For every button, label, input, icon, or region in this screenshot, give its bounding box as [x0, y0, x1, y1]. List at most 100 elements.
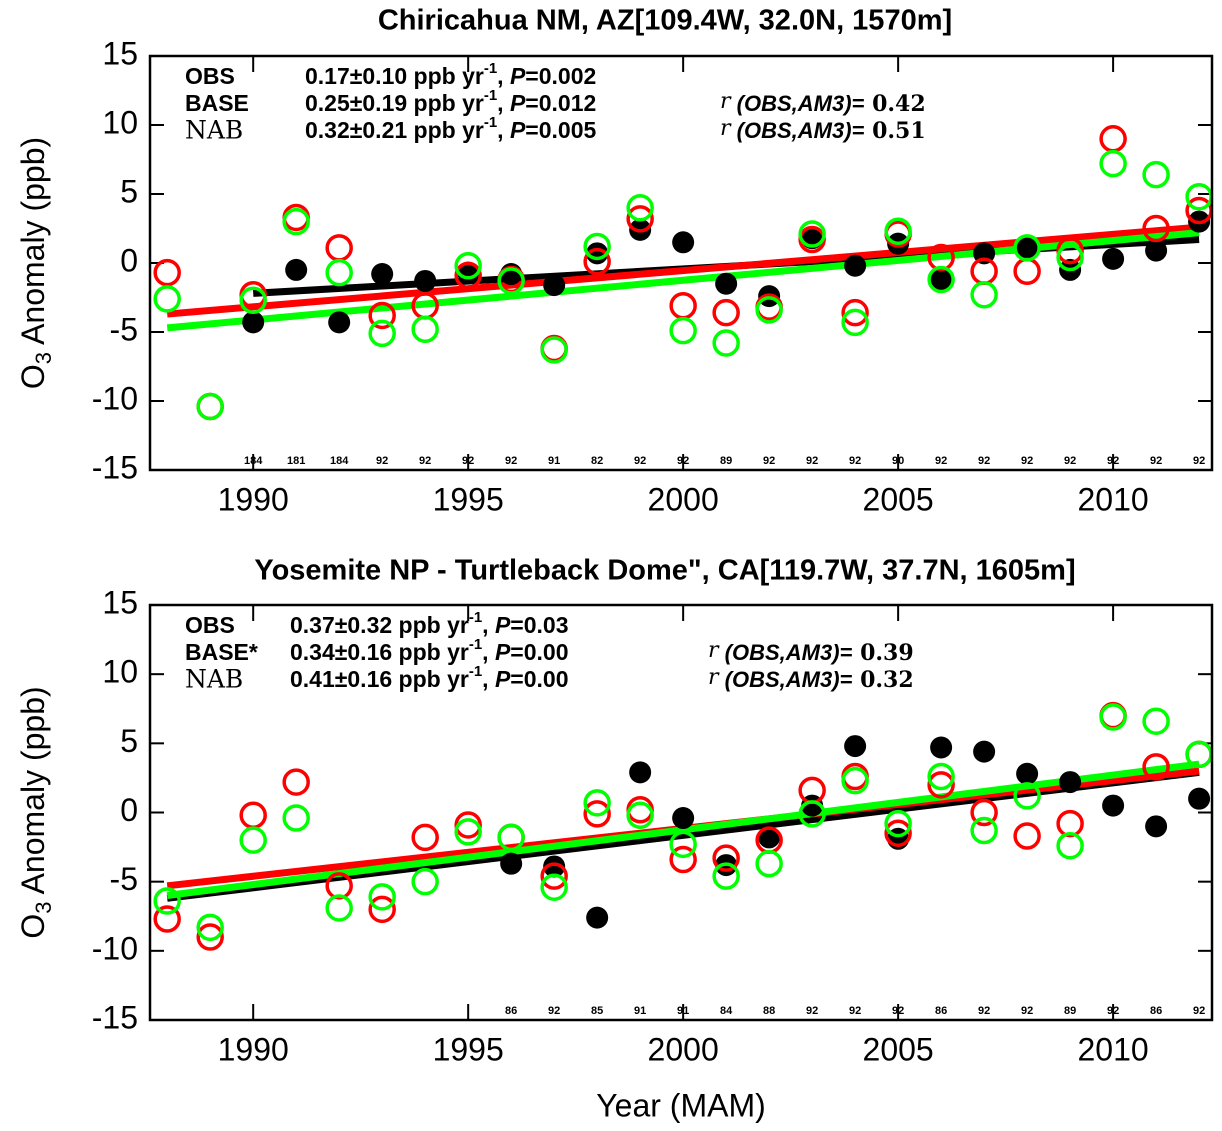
data-point: [242, 311, 265, 334]
data-point: [884, 809, 912, 838]
trend-text-part: ,: [482, 639, 495, 665]
trend-text: 0.41±0.16 ppb yr-1, P=0.00: [290, 663, 569, 692]
trend-text-part: 0.41±0.16 ppb yr: [290, 666, 469, 692]
data-point: [1056, 243, 1084, 272]
trend-text: 0.34±0.16 ppb yr-1, P=0.00: [290, 636, 569, 665]
trend-text-part: P: [510, 90, 526, 116]
trend-text-part: =0.00: [510, 639, 568, 665]
trend-text-part: 0.25±0.19 ppb yr: [305, 90, 484, 116]
data-point: [497, 267, 525, 295]
data-point: [927, 762, 955, 791]
data-point: [841, 766, 869, 795]
legend-label: OBS: [185, 612, 235, 638]
data-point: [282, 804, 310, 832]
data-point: [1013, 234, 1041, 262]
correlation-text: r (OBS,AM3)= 0.42: [720, 89, 926, 117]
data-point: [712, 329, 740, 357]
y-axis-label-part: Anomaly (ppb): [15, 137, 51, 352]
data-point: [1056, 809, 1084, 838]
data-point: [543, 855, 566, 878]
data-point: [368, 895, 396, 924]
data-point: [1142, 707, 1170, 735]
data-point: [239, 286, 267, 315]
y-tick-label: -5: [110, 861, 138, 897]
data-point: [1059, 771, 1082, 794]
count-label: 92: [419, 455, 431, 467]
x-tick-label: 2000: [648, 481, 719, 517]
data-point: [626, 801, 654, 830]
count-label: 92: [634, 455, 646, 467]
data-point: [368, 319, 396, 348]
x-tick-label: 1995: [433, 1031, 504, 1067]
data-point: [970, 816, 998, 845]
count-label: 88: [763, 1005, 775, 1017]
data-point: [1145, 239, 1168, 262]
y-axis-label: O3 Anomaly (ppb): [15, 137, 55, 389]
trend-text-part: 0.37±0.32 ppb yr: [290, 612, 469, 638]
data-point: [755, 296, 783, 324]
data-point: [1142, 160, 1170, 189]
data-point: [626, 795, 654, 824]
data-point: [1145, 815, 1168, 838]
data-point: [239, 801, 267, 830]
x-tick-label: 2000: [648, 1031, 719, 1067]
trend-line: [166, 760, 1200, 899]
correlation-text-part: ,AM3)=: [779, 667, 853, 692]
trend-text: 0.17±0.10 ppb yr-1, P=0.002: [305, 60, 596, 89]
y-tick-label: -15: [92, 999, 138, 1035]
x-tick-label: 2010: [1078, 481, 1149, 517]
chart-title: Chiricahua NM, AZ[109.4W, 32.0N, 1570m]: [378, 5, 952, 37]
data-point: [884, 819, 912, 847]
data-point: [328, 311, 351, 334]
trend-text-part: -1: [469, 663, 482, 680]
data-point: [712, 298, 740, 327]
trend-text-part: ,: [497, 117, 510, 143]
count-label: 92: [935, 455, 947, 467]
trend-text-part: ,: [497, 90, 510, 116]
data-point: [325, 234, 353, 262]
data-point: [629, 761, 652, 784]
data-point: [669, 292, 697, 320]
data-point: [1099, 125, 1127, 153]
count-label: 92: [548, 1005, 560, 1017]
data-point: [497, 823, 525, 852]
y-tick-label: 0: [120, 242, 138, 278]
data-point: [927, 771, 955, 799]
data-point: [712, 862, 740, 890]
legend-label: OBS: [185, 63, 235, 89]
count-label: 92: [978, 455, 990, 467]
legend-label: BASE*: [185, 639, 258, 665]
data-point: [1016, 762, 1039, 785]
trend-text-part: =0.00: [510, 666, 568, 692]
y-tick-label: 15: [102, 35, 138, 71]
data-point: [669, 830, 697, 859]
data-point: [371, 263, 394, 286]
count-label: 92: [806, 1005, 818, 1017]
data-point: [411, 867, 439, 896]
correlation-text-part: 0.42: [864, 91, 925, 117]
data-point: [540, 336, 568, 364]
count-label: 86: [1150, 1005, 1162, 1017]
count-label: 90: [892, 455, 904, 467]
y-axis-label-part: O: [15, 914, 51, 939]
correlation-text-part: r: [708, 638, 720, 663]
count-label: 92: [505, 455, 517, 467]
correlation-text-part: r: [720, 116, 732, 141]
y-tick-label: -15: [92, 449, 138, 485]
data-point: [1185, 183, 1213, 211]
data-point: [196, 923, 224, 951]
correlation-text-part: r: [720, 89, 732, 114]
data-point: [798, 800, 826, 828]
y-tick-label: -5: [110, 311, 138, 347]
correlation-text-part: 0.39: [852, 640, 913, 666]
data-point: [411, 823, 439, 852]
trend-text-part: -1: [469, 609, 482, 626]
data-point: [325, 872, 353, 900]
count-label: 92: [1107, 1005, 1119, 1017]
trend-text-part: ,: [497, 63, 510, 89]
trend-text-part: =0.03: [510, 612, 568, 638]
data-point: [282, 768, 310, 796]
data-point: [970, 280, 998, 309]
data-point: [540, 873, 568, 901]
